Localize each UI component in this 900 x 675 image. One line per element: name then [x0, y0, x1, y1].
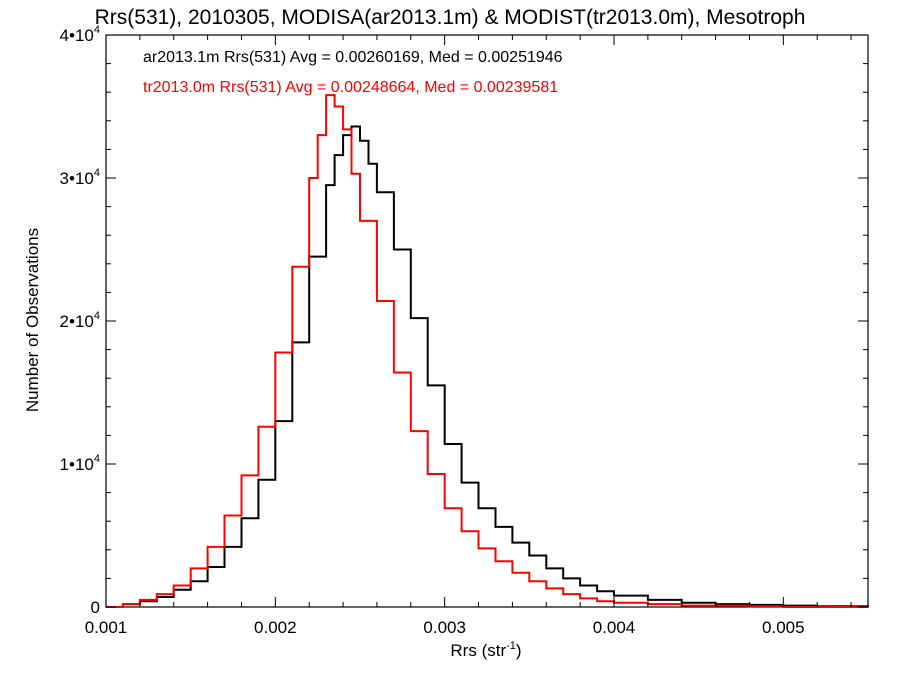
y-axis: 0 1•104 2•104 3•104 4•104: [60, 24, 868, 617]
series-line-ar2013: [106, 125, 869, 608]
y-tick-label: 0: [91, 598, 100, 617]
y-tick-label: 1•104: [60, 453, 100, 474]
legend-entry: ar2013.1m Rrs(531) Avg = 0.00260169, Med…: [143, 49, 563, 66]
y-tick-label: 2•104: [60, 310, 100, 331]
x-tick-label: 0.004: [593, 618, 636, 637]
plot-frame-border: [105, 34, 869, 608]
plot-area: [105, 34, 869, 608]
series-line-tr2013: [106, 94, 868, 608]
y-tick-label: 4•104: [60, 24, 100, 45]
x-tick-label: 0.002: [254, 618, 297, 637]
x-tick-label: 0.003: [423, 618, 466, 637]
x-tick-label: 0.005: [762, 618, 805, 637]
legend-entry: tr2013.0m Rrs(531) Avg = 0.00248664, Med…: [143, 79, 558, 96]
y-tick-label: 3•104: [60, 167, 100, 188]
chart-title: Rrs(531), 2010305, MODISA(ar2013.1m) & M…: [95, 6, 806, 29]
x-tick-label: 0.001: [85, 618, 128, 637]
x-axis: 0.001 0.002 0.003 0.004 0.005: [85, 35, 852, 637]
series-layer: [106, 94, 869, 608]
y-axis-label: Number of Observations: [23, 228, 42, 412]
x-axis-label: Rrs (str-1): [450, 640, 521, 660]
legend: ar2013.1m Rrs(531) Avg = 0.00260169, Med…: [143, 49, 563, 96]
